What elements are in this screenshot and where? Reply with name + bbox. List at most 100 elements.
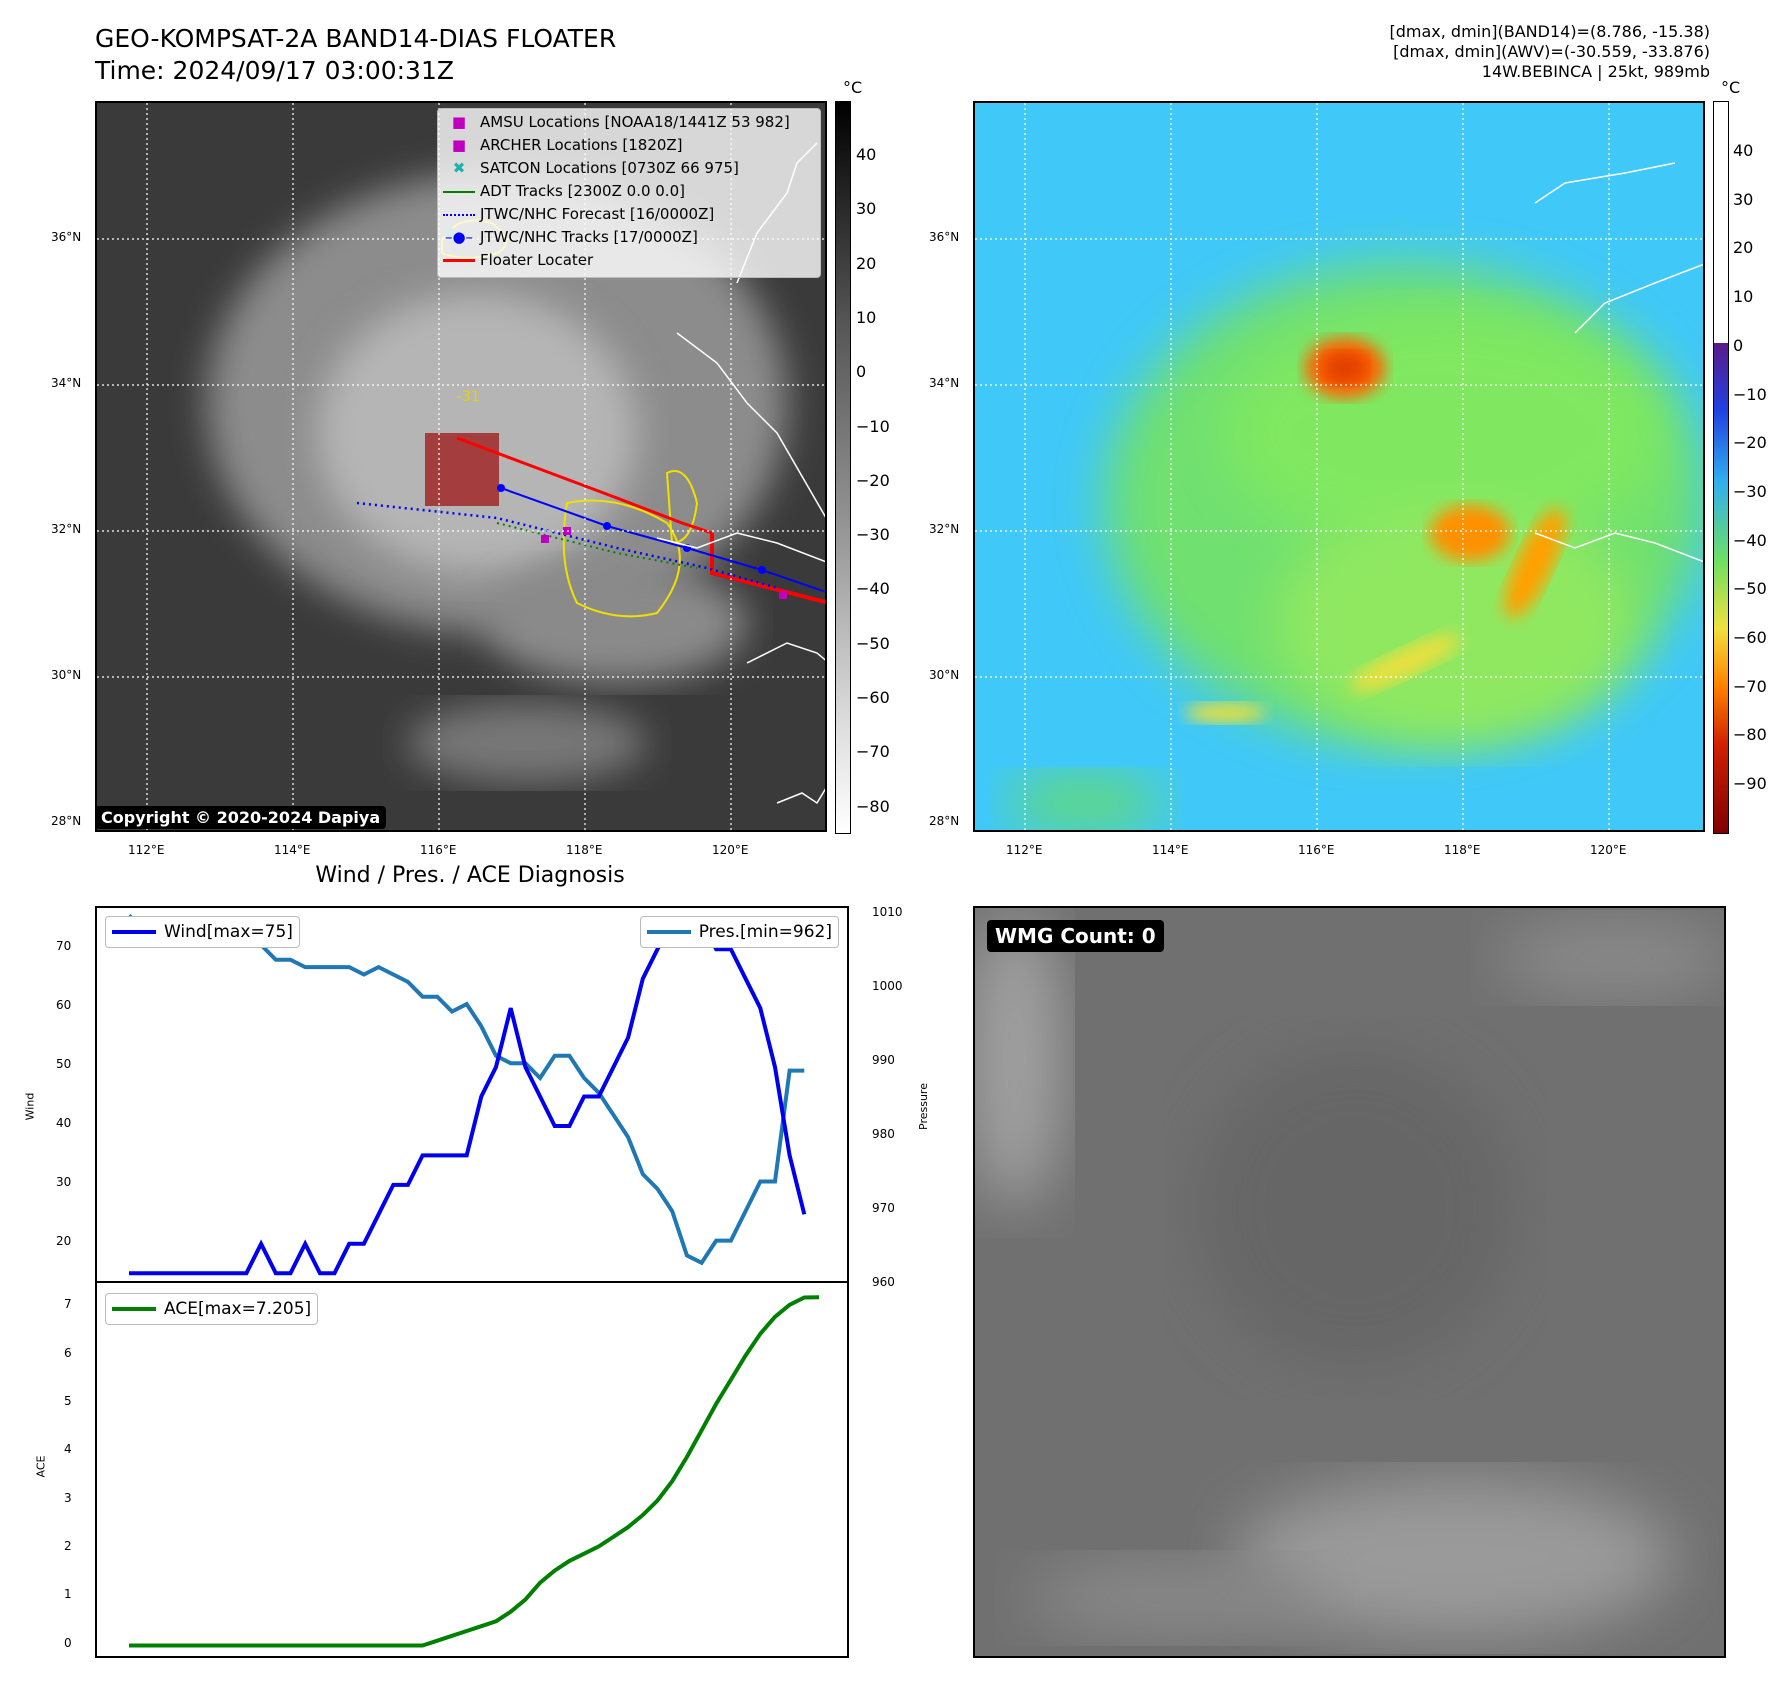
lat-tick-label: 36°N xyxy=(929,230,960,244)
wind-ytick: 70 xyxy=(56,939,72,954)
lon-tick-label: 118°E xyxy=(1444,843,1481,857)
wind-ylabel: Wind xyxy=(23,1092,37,1121)
lon-tick-label: 114°E xyxy=(1152,843,1189,857)
colorbar-tick: −50 xyxy=(856,633,890,653)
colorbar-tick: −80 xyxy=(856,796,890,816)
wind-legend: Wind[max=75] xyxy=(105,916,300,948)
colorbar-tick: −70 xyxy=(856,742,890,762)
wind-pres-panel: Wind[max=75] Pres.[min=962] xyxy=(95,906,849,1283)
colorbar-tick: −30 xyxy=(856,525,890,545)
colorbar-tick: −60 xyxy=(856,688,890,707)
wmg-image xyxy=(975,908,1724,1656)
lon-tick-label: 114°E xyxy=(274,843,311,857)
ace-line-icon xyxy=(112,1307,156,1311)
legend-dotline-icon: –●– xyxy=(444,228,474,246)
ace-ytick: 1 xyxy=(64,1587,72,1602)
lat-tick-label: 32°N xyxy=(51,522,82,536)
colorbar-tick: −20 xyxy=(1733,433,1767,453)
ace-ytick: 4 xyxy=(64,1442,72,1457)
pres-legend-label: Pres.[min=962] xyxy=(698,922,832,942)
wind-legend-label: Wind[max=75] xyxy=(164,922,293,942)
pres-ytick: 990 xyxy=(872,1053,895,1068)
colorbar-tick: 30 xyxy=(856,199,877,219)
wind-ytick: 20 xyxy=(56,1233,72,1248)
floater-box xyxy=(425,433,499,506)
lon-tick-label: 112°E xyxy=(128,843,165,857)
colorbar-tick: 40 xyxy=(856,145,877,164)
colorbar-tick: −90 xyxy=(1733,774,1767,794)
lon-tick-label: 120°E xyxy=(1590,843,1627,857)
colorbar-right-unit: °C xyxy=(1721,78,1741,97)
legend-dotted-icon xyxy=(438,203,480,225)
map-legend: ■ AMSU Locations [NOAA18/1441Z 53 982] ■ A… xyxy=(437,108,821,278)
pres-legend: Pres.[min=962] xyxy=(639,916,839,948)
wmg-panel xyxy=(973,906,1726,1658)
pres-ytick: 1010 xyxy=(872,905,903,920)
ace-panel: ACE[max=7.205] xyxy=(95,1281,849,1658)
info-storm: 14W.BEBINCA | 25kt, 989mb xyxy=(1481,62,1710,81)
lat-tick-label: 36°N xyxy=(51,230,82,244)
amsu-marker xyxy=(541,535,549,543)
colorbar-tick: 40 xyxy=(1733,141,1754,160)
legend-adt: ADT Tracks [2300Z 0.0 0.0] xyxy=(480,182,685,200)
legend-forecast: JTWC/NHC Forecast [16/0000Z] xyxy=(480,205,715,223)
colorbar-tick: −70 xyxy=(1733,676,1767,696)
info-awv: [dmax, dmin](AWV)=(-30.559, -33.876) xyxy=(1393,42,1710,61)
lat-tick-label: 34°N xyxy=(929,376,960,390)
wind-ytick: 30 xyxy=(56,1174,72,1189)
legend-line-icon xyxy=(438,249,480,271)
floater-track xyxy=(456,436,713,535)
legend-x-icon: ✖ xyxy=(452,159,466,177)
pres-line-icon xyxy=(646,930,691,934)
ace-ytick: 3 xyxy=(64,1490,72,1505)
contour-label: -31 xyxy=(457,389,480,405)
wind-pres-chart xyxy=(127,913,807,1276)
pres-ytick: 1000 xyxy=(872,979,903,994)
pressure-line xyxy=(127,913,805,1266)
ace-chart xyxy=(129,1295,820,1648)
colorbar-tick: −80 xyxy=(1733,725,1767,745)
pres-ytick: 970 xyxy=(872,1201,895,1216)
lon-tick-label: 116°E xyxy=(1298,843,1335,857)
legend-archer: ARCHER Locations [1820Z] xyxy=(480,136,683,154)
lon-tick-label: 112°E xyxy=(1006,843,1043,857)
lat-tick-label: 34°N xyxy=(51,376,82,390)
colorbar-left xyxy=(835,101,851,834)
colorbar-tick: −10 xyxy=(1733,384,1767,404)
colorbar-tick: 30 xyxy=(1733,189,1754,209)
colorbar-tick: −30 xyxy=(1733,481,1767,501)
info-block: [dmax, dmin](BAND14)=(8.786, -15.38) [dm… xyxy=(1390,22,1711,82)
colorbar-tick: 10 xyxy=(1733,287,1754,307)
ace-legend-label: ACE[max=7.205] xyxy=(164,1299,312,1319)
lon-tick-label: 118°E xyxy=(566,843,603,857)
legend-line-icon xyxy=(438,180,480,202)
lon-tick-label: 120°E xyxy=(712,843,749,857)
ace-line xyxy=(129,1295,820,1648)
legend-tracks: JTWC/NHC Tracks [17/0000Z] xyxy=(480,228,698,246)
legend-satcon: SATCON Locations [0730Z 66 975] xyxy=(480,159,739,177)
copyright-badge: Copyright © 2020-2024 Dapiya xyxy=(95,806,387,829)
wind-line xyxy=(129,917,807,1276)
pres-ylabel: Pressure xyxy=(916,1083,930,1130)
colorbar-tick: −40 xyxy=(856,579,890,599)
awv-map-panel xyxy=(973,101,1705,832)
lat-tick-label: 28°N xyxy=(51,814,82,828)
colorbar-tick: −60 xyxy=(1733,628,1767,647)
colorbar-tick: −10 xyxy=(856,416,890,436)
timestamp: Time: 2024/09/17 03:00:31Z xyxy=(95,56,454,85)
legend-amsu: AMSU Locations [NOAA18/1441Z 53 982] xyxy=(480,113,790,131)
colorbar-tick: 10 xyxy=(856,307,877,327)
legend-floater: Floater Locater xyxy=(480,251,594,269)
jtwc-forecast xyxy=(356,501,778,590)
info-band14: [dmax, dmin](BAND14)=(8.786, -15.38) xyxy=(1389,22,1711,41)
wind-line-icon xyxy=(112,930,156,934)
main-title: GEO-KOMPSAT-2A BAND14-DIAS FLOATER xyxy=(95,24,617,53)
ace-ytick: 6 xyxy=(64,1345,72,1360)
lat-tick-label: 28°N xyxy=(929,814,960,828)
wind-ytick: 40 xyxy=(56,1115,72,1130)
colorbar-tick: −40 xyxy=(1733,530,1767,550)
legend-square-icon: ■ xyxy=(451,113,467,131)
ace-ytick: 2 xyxy=(64,1538,72,1553)
colorbar-right xyxy=(1713,101,1729,834)
legend-square-icon: ■ xyxy=(451,136,467,154)
